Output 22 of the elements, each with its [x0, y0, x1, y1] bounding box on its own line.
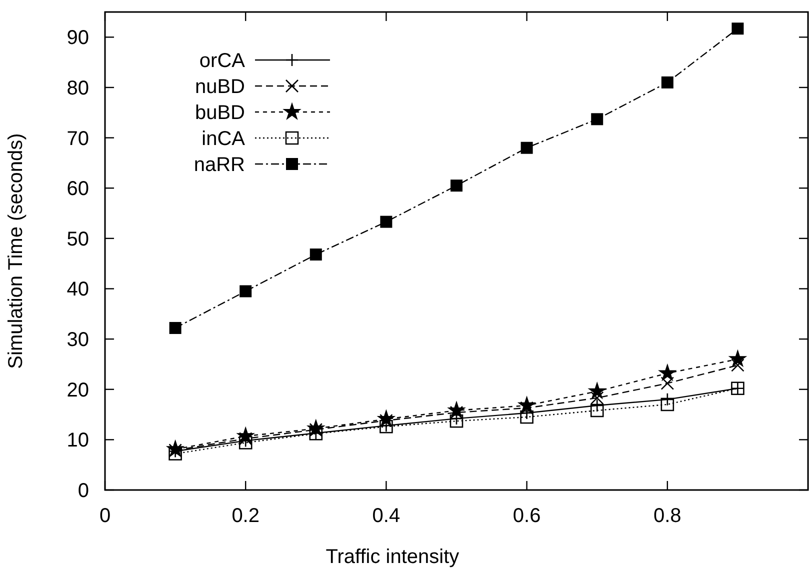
legend-label: nuBD	[194, 76, 245, 98]
y-tick-label: 0	[78, 480, 89, 502]
y-tick-label: 60	[66, 178, 89, 200]
legend-label: buBD	[194, 102, 245, 124]
y-tick-label: 50	[66, 228, 89, 250]
x-tick-label: 0	[99, 505, 111, 527]
y-axis-title: Simulation Time (seconds)	[5, 133, 27, 369]
y-tick-label: 70	[66, 128, 89, 150]
y-tick-label: 10	[66, 430, 89, 452]
y-tick-label: 30	[66, 329, 89, 352]
y-tick-label: 40	[66, 278, 89, 301]
legend-label: inCA	[202, 128, 246, 150]
x-tick-label: 0.4	[372, 505, 400, 527]
x-tick-label: 0.8	[653, 505, 682, 527]
y-tick-label: 20	[66, 379, 89, 402]
y-tick-label: 90	[66, 27, 89, 50]
x-tick-label: 0.6	[512, 505, 541, 527]
legend-label: orCA	[199, 50, 246, 72]
x-axis-title: Traffic intensity	[326, 546, 460, 568]
legend-label: naRR	[194, 154, 245, 176]
x-tick-label: 0.2	[232, 505, 260, 527]
y-tick-label: 80	[66, 77, 89, 100]
